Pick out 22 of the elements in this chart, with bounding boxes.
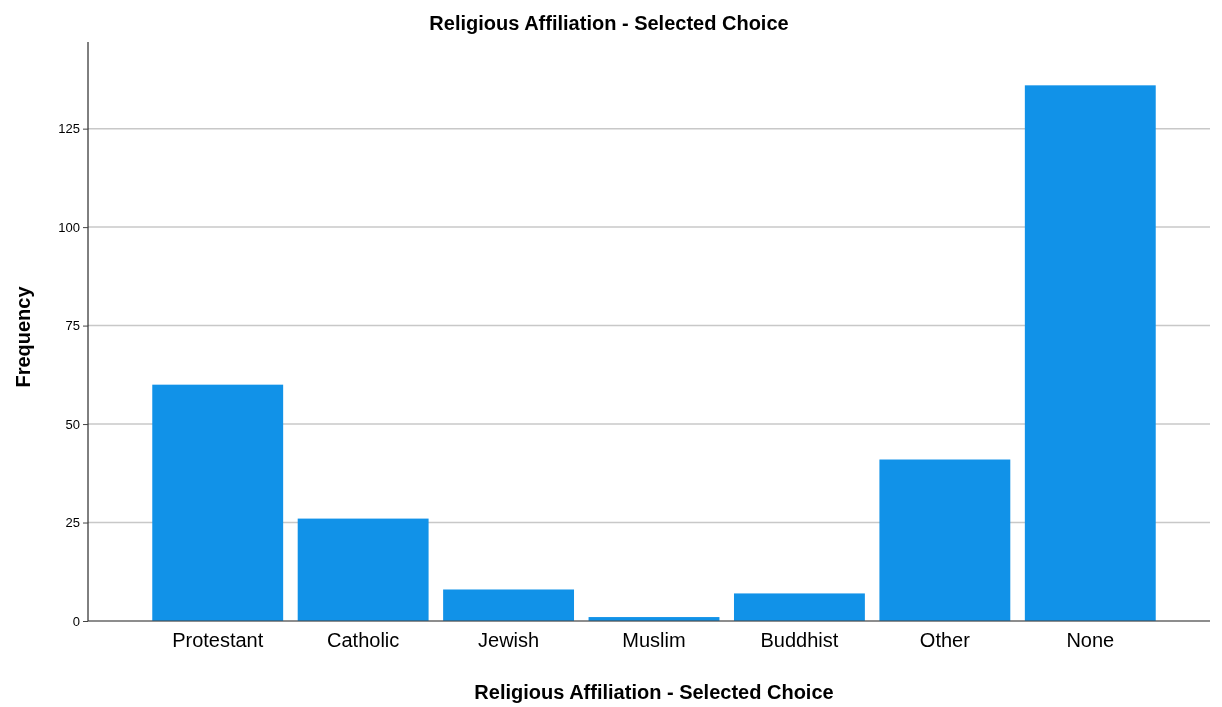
y-tick-label: 0 [72,613,80,629]
x-tick-label: Jewish [478,629,540,652]
x-tick-label: Protestant [172,629,264,652]
x-axis-title: Religious Affiliation - Selected Choice [474,681,834,703]
y-tick-label: 100 [58,219,80,235]
x-tick-label: Other [919,629,971,652]
bar [1024,85,1156,621]
bar [297,518,429,621]
chart-title: Religious Affiliation - Selected Choice [429,12,789,34]
y-tick-label: 75 [65,318,80,334]
y-tick-label: 25 [65,515,80,531]
y-axis-title: Frequency [12,285,34,388]
bar [443,589,575,621]
x-tick-label: Muslim [622,629,686,652]
bar [733,593,865,621]
x-tick-label: None [1066,629,1115,652]
y-tick-label: 125 [58,121,80,137]
bar [879,459,1011,621]
y-tick-label: 50 [65,416,80,432]
x-tick-label: Catholic [327,629,400,652]
bar [152,384,284,621]
x-tick-label: Buddhist [760,629,839,652]
